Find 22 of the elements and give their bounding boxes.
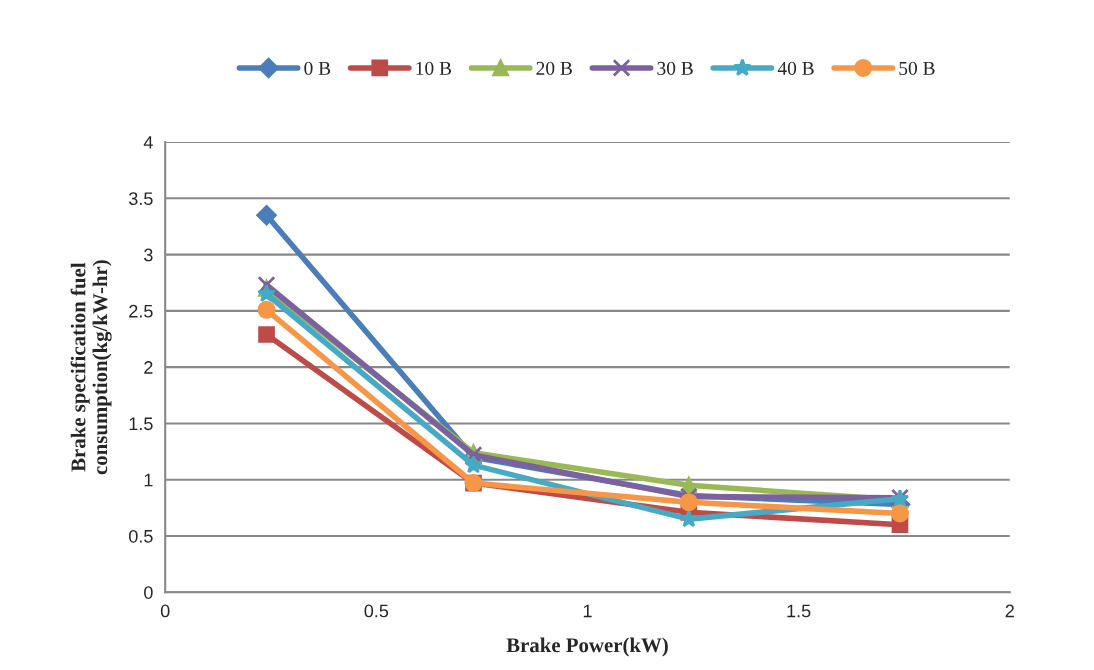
x-axis-title: Brake Power(kW): [506, 637, 668, 657]
legend-label: 10 B: [416, 61, 452, 75]
legend-label: 20 B: [536, 61, 572, 75]
x-tick-label: 1: [583, 604, 592, 618]
y-tick-label: 0: [144, 586, 153, 599]
y-tick-label: 2.5: [129, 304, 153, 318]
x-tick-label: 0.5: [364, 604, 389, 618]
y-tick-label: 3.5: [128, 192, 153, 206]
y-tick-label: 4: [143, 136, 153, 149]
y-tick-label: 1: [144, 473, 153, 487]
y-tick-label: 3: [144, 248, 153, 262]
x-tick-label: 0: [160, 604, 170, 618]
y-axis-title: Brake specification fuel consumption(kg/kW-hr): [70, 260, 112, 475]
legend-label: 40 B: [777, 61, 814, 75]
y-tick-label: 0.5: [129, 529, 153, 543]
legend-label: 0 B: [304, 61, 331, 75]
x-tick-label: 1.5: [787, 604, 811, 618]
y-tick-label: 1.5: [129, 417, 153, 431]
x-tick-label: 2: [1005, 604, 1014, 618]
legend-label: 50 B: [899, 61, 935, 75]
legend-label: 30 B: [657, 61, 693, 75]
y-tick-label: 2: [144, 361, 153, 374]
